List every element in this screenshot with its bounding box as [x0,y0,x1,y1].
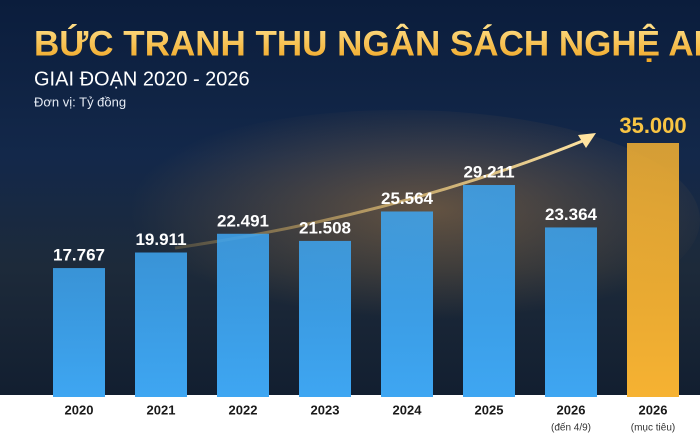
value-label: 23.364 [545,205,598,224]
x-tick-label: 2020 [65,402,94,417]
bar [463,185,515,397]
value-label: 25.564 [381,189,434,208]
value-label: 29.211 [463,162,514,181]
x-tick-label: 2021 [147,402,176,417]
bar [299,240,351,397]
chart-subtitle: GIAI ĐOẠN 2020 - 2026 [34,68,250,90]
x-tick-note: (mục tiêu) [631,423,675,434]
chart-title: BỨC TRANH THU NGÂN SÁCH NGHỆ AN [34,23,700,63]
x-tick-label: 2023 [311,402,340,417]
x-tick-label: 2025 [475,402,504,417]
bar [217,233,269,397]
value-label: 22.491 [217,211,269,230]
x-tick-label: 2024 [393,402,423,417]
bar [381,211,433,397]
value-label: 17.767 [53,246,105,265]
trend-arrow-head [578,133,596,148]
bar [135,252,187,397]
value-label: 35.000 [619,113,686,138]
value-label: 19.911 [135,230,186,249]
x-tick-note: (đến 4/9) [551,422,591,434]
bar [53,268,105,397]
x-tick-label: 2026 [557,402,586,417]
value-label: 21.508 [299,218,351,237]
bar [545,227,597,397]
axis-band [0,395,700,446]
plot: 2020 17.767 2021 19.911 2022 22.491 2023 21.508… [53,113,687,434]
bar [627,143,679,397]
unit-note: Đơn vị: Tỷ đồng [34,94,126,109]
x-tick-label: 2022 [229,402,258,417]
x-tick-label: 2026 [639,402,668,417]
